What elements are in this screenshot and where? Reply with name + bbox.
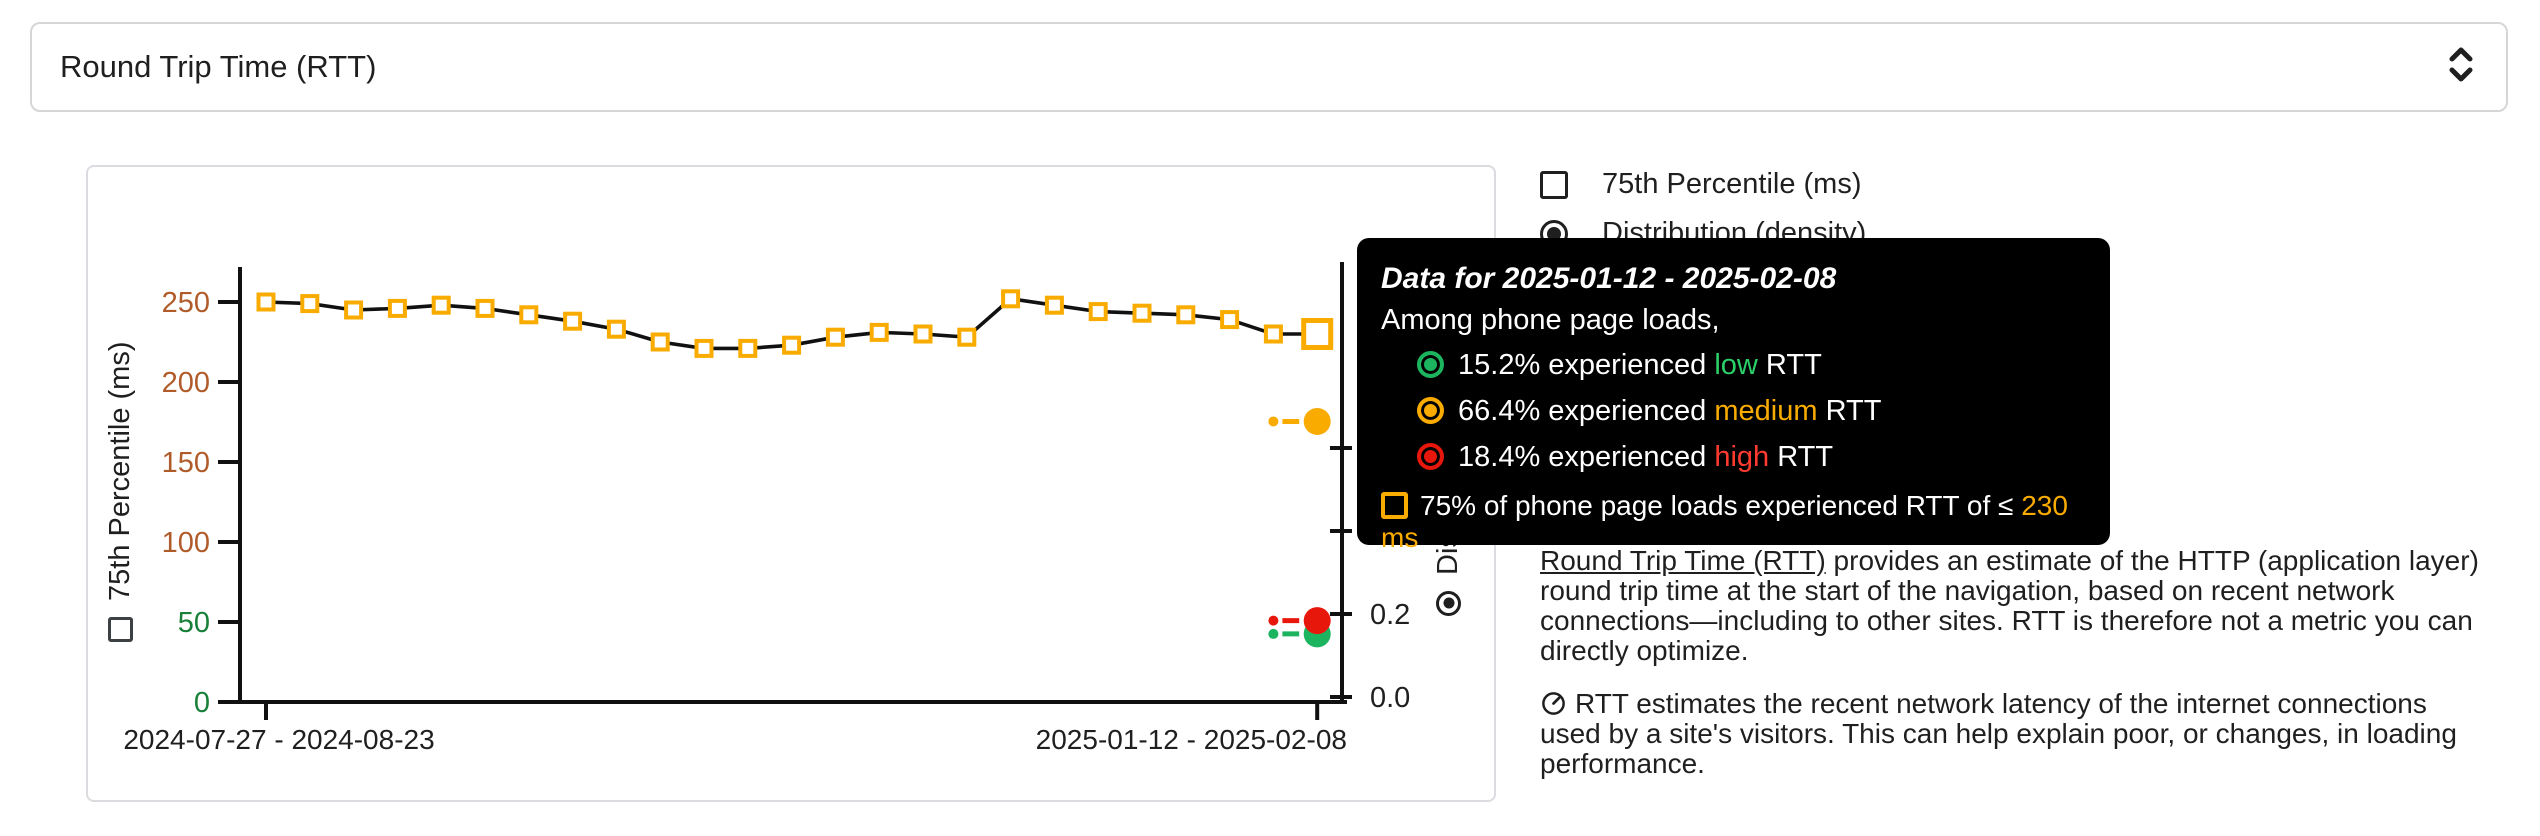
data-point-marker[interactable] <box>519 305 539 325</box>
data-point-marker[interactable] <box>300 294 320 314</box>
y-tick-label: 150 <box>162 447 210 479</box>
tooltip-threshold-row: 75% of phone page loads experienced RTT … <box>1381 490 2068 553</box>
data-point-marker[interactable] <box>1088 302 1108 322</box>
density-dot-medium-small[interactable] <box>1268 416 1279 427</box>
data-point-marker[interactable] <box>1132 303 1152 323</box>
density-dot-high-small[interactable] <box>1268 615 1279 626</box>
medium-density-dot-icon <box>1417 397 1444 424</box>
description-paragraph-1: Round Trip Time (RTT) provides an estima… <box>1540 545 2479 666</box>
data-point-marker[interactable] <box>475 298 495 318</box>
y-tick-label: 200 <box>162 367 210 399</box>
tooltip-row-high: 18.4% experienced high RTT <box>1417 441 2084 474</box>
tooltip-subtitle: Among phone page loads, <box>1381 304 1720 336</box>
y-tick-label: 0 <box>194 687 210 719</box>
selected-point-marker[interactable] <box>1301 318 1334 350</box>
right-y-tick-label: 0.2 <box>1370 599 1410 631</box>
left-axis-title: 75th Percentile (ms) <box>104 341 137 642</box>
data-point-marker[interactable] <box>1044 295 1064 315</box>
data-point-marker[interactable] <box>650 332 670 352</box>
chart-tooltip: Data for 2025-01-12 - 2025-02-08 Among p… <box>1357 238 2110 553</box>
data-point-marker[interactable] <box>606 319 626 339</box>
data-point-marker[interactable] <box>694 338 714 358</box>
data-point-marker[interactable] <box>957 327 977 347</box>
percentile-checkbox-glyph <box>108 617 133 642</box>
metric-select[interactable]: Round Trip Time (RTT) <box>30 22 2508 112</box>
y-tick-label: 100 <box>162 527 210 559</box>
legend-row-percentile: 75th Percentile (ms) <box>1540 168 1862 201</box>
low-density-dot-icon <box>1417 351 1444 378</box>
left-axis-title-text: 75th Percentile (ms) <box>104 341 136 602</box>
density-dot-high-selected[interactable] <box>1303 607 1331 635</box>
data-point-marker[interactable] <box>256 292 276 312</box>
data-point-marker[interactable] <box>431 295 451 315</box>
data-point-marker[interactable] <box>344 300 364 320</box>
high-density-dot-icon <box>1417 443 1444 470</box>
percentile-checkbox[interactable] <box>1540 170 1568 199</box>
data-point-marker[interactable] <box>738 338 758 358</box>
metric-select-value: Round Trip Time (RTT) <box>60 49 377 84</box>
percentile-legend-label: 75th Percentile (ms) <box>1602 168 1862 200</box>
x-axis-label-first-window: 2024-07-27 - 2024-08-23 <box>123 724 435 755</box>
distribution-radio-glyph <box>1436 591 1461 616</box>
density-dot-medium-selected[interactable] <box>1303 407 1331 435</box>
description-paragraph-2: RTT estimates the recent network latency… <box>1540 688 2457 779</box>
percentile-marker-icon <box>1381 492 1408 519</box>
tooltip-row-low: 15.2% experienced low RTT <box>1417 349 2084 382</box>
rtt-doc-link[interactable]: Round Trip Time (RTT) <box>1540 545 1826 576</box>
chart-card: 0 50 100 150 200 250 0.0 0.2 2024-07-27 - 2024-… <box>86 165 1496 802</box>
data-point-marker[interactable] <box>1263 324 1283 344</box>
metric-description: Round Trip Time (RTT) provides an estima… <box>1540 546 2485 779</box>
x-axis-label-last-window: 2025-01-12 - 2025-02-08 <box>1035 724 1347 755</box>
data-point-marker[interactable] <box>913 324 933 344</box>
data-point-marker[interactable] <box>1001 289 1021 309</box>
tooltip-row-medium: 66.4% experienced medium RTT <box>1417 395 2084 428</box>
unfold-chevron-icon <box>2444 44 2478 91</box>
data-point-marker[interactable] <box>1176 305 1196 325</box>
data-point-marker[interactable] <box>563 311 583 331</box>
y-tick-label: 250 <box>162 287 210 319</box>
rtt-trend-chart[interactable]: 0 50 100 150 200 250 0.0 0.2 <box>88 167 1494 800</box>
density-dot-low-small[interactable] <box>1268 628 1279 639</box>
data-point-marker[interactable] <box>1220 310 1240 330</box>
right-y-tick-label: 0.0 <box>1370 682 1410 714</box>
data-point-marker[interactable] <box>387 298 407 318</box>
tooltip-title: Data for 2025-01-12 - 2025-02-08 <box>1381 262 1837 295</box>
data-point-marker[interactable] <box>869 322 889 342</box>
data-point-marker[interactable] <box>782 335 802 355</box>
gauge-icon <box>1542 692 1565 715</box>
data-point-marker[interactable] <box>825 327 845 347</box>
y-tick-label: 50 <box>178 607 210 639</box>
